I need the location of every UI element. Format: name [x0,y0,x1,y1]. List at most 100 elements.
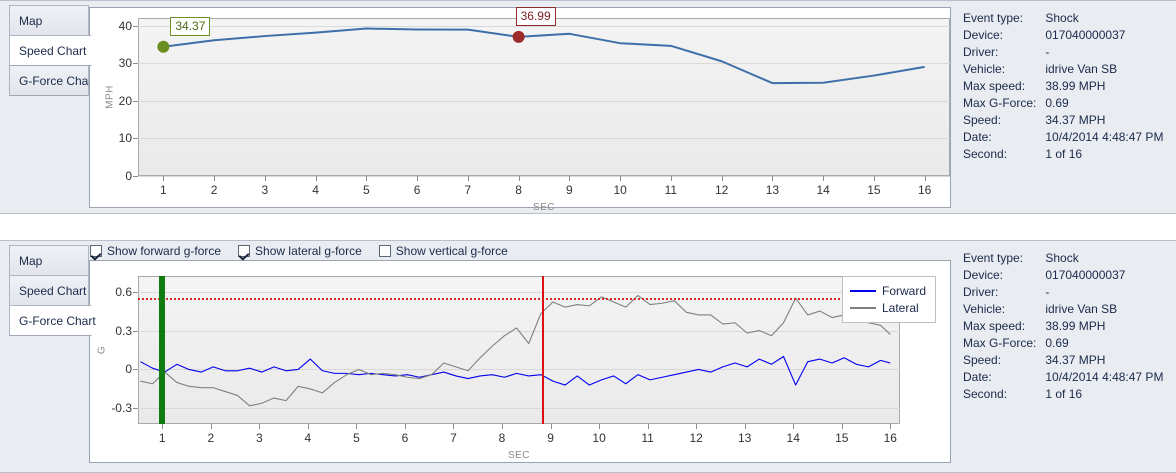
info-key: Second: [963,147,1008,161]
info-value: 1 of 16 [1045,147,1083,161]
info-value: idrive Van SB [1045,62,1118,76]
info-value: 0.69 [1045,96,1069,110]
tab-label: Speed Chart [19,44,87,58]
info-key: Device: [963,268,1004,282]
x-tick-label: 10 [613,183,627,197]
x-tick-mark [163,176,165,181]
series-layer [157,27,925,85]
sidebar-item-g-force-chart[interactable]: G-Force Chart [9,65,96,96]
info-value: Shock [1045,11,1079,25]
info-key: Driver: [963,285,999,299]
x-tick-label: 1 [160,183,167,197]
info-value: 38.99 MPH [1045,319,1106,333]
table-row: Date: 10/4/2014 4:48:47 PM [963,129,1163,146]
tabstrip-top: Map Speed Chart G-Force Chart [0,1,96,213]
info-key: Event type: [963,11,1024,25]
x-tick-mark [417,176,419,181]
marker-current-point[interactable] [512,30,525,43]
y-tick-mark [133,63,138,65]
info-key: Max speed: [963,79,1026,93]
x-tick-label: 10 [592,431,606,445]
table-row: Event type: Shock [963,10,1163,27]
x-tick-label: 16 [917,183,932,197]
legend-item-forward[interactable]: Forward [849,282,926,299]
table-row: Second: 1 of 16 [963,386,1163,403]
y-tick-label: 20 [118,93,132,108]
tab-label: Speed Chart [19,284,87,298]
info-key: Vehicle: [963,302,1006,316]
info-key: Device: [963,28,1004,42]
y-tick-mark [133,408,138,410]
x-tick-label: 14 [786,431,800,445]
speed-x-axis-title: SEC [532,202,556,213]
info-key: Speed: [963,353,1002,367]
table-row: Max speed: 38.99 MPH [963,318,1163,335]
sidebar-item-map[interactable]: Map [9,245,89,276]
x-tick-mark [404,424,406,429]
checkmark-icon [90,245,102,257]
x-tick-mark [210,424,212,429]
checkmark-icon [238,245,251,257]
legend-item-lateral[interactable]: Lateral [849,299,926,316]
y-tick-mark [133,138,138,140]
checkbox-show-forward-g-force[interactable]: Show forward g-force [90,244,221,258]
table-row: Max G-Force: 0.69 [963,95,1163,112]
info-key: Max speed: [963,319,1026,333]
sidebar-item-speed-chart[interactable]: Speed Chart [9,275,89,306]
table-row: Vehicle: idrive Van SB [963,61,1163,78]
x-tick-mark [744,424,746,429]
cursor-line-current[interactable] [542,276,545,424]
info-key: Max G-Force: [963,96,1037,110]
x-tick-mark [772,176,774,181]
speed-plot-area[interactable]: MPH SEC 0 10 20 30 40 1 2 3 4 5 6 7 8 9 10 11 12 13 14 15 16… [104,6,950,213]
x-tick-mark [518,176,520,181]
info-value: - [1045,45,1050,59]
info-key: Driver: [963,45,999,59]
info-value: 10/4/2014 4:48:47 PM [1045,370,1164,384]
checkbox-show-lateral-g-force[interactable]: Show lateral g-force [238,244,362,258]
info-value: 1 of 16 [1045,387,1083,401]
x-tick-label: 9 [547,431,554,445]
gridline [138,176,950,177]
gridline [138,63,950,65]
info-value: 017040000037 [1045,28,1126,42]
info-key: Speed: [963,113,1002,127]
table-row: Vehicle: idrive Van SB [963,301,1163,318]
sidebar-item-g-force-chart[interactable]: G-Force Chart [9,305,96,336]
info-key: Date: [963,130,992,144]
sidebar-item-map[interactable]: Map [9,5,89,36]
table-row: Driver: - [963,284,1163,301]
gridline [138,138,950,140]
x-tick-mark [214,176,216,181]
table-row: Speed: 34.37 MPH [963,352,1163,369]
y-tick-mark [133,176,138,177]
g-force-plot-area[interactable]: G SEC -0.3 0 0.3 0.6 1 2 3 4 5 6 7 8 9 10 11 12 13 14 15 16… [97,276,900,461]
marker-start-point[interactable] [157,40,170,53]
cursor-line-start[interactable] [159,276,166,424]
x-tick-label: 7 [450,431,457,445]
x-tick-label: 7 [464,183,472,197]
x-tick-mark [453,424,455,429]
x-tick-label: 4 [304,431,312,445]
x-tick-label: 14 [816,183,830,197]
series-line-speed-chart [163,27,925,85]
series-layer [140,294,891,407]
checkbox-show-vertical-g-force[interactable]: Show vertical g-force [378,244,508,258]
y-tick-label: 0 [125,169,132,183]
speed-chart-frame: MPH SEC 0 10 20 30 40 1 2 3 4 5 6 7 8 9 10 11 12 13 14 15 16… [89,6,951,213]
event-info-bottom: Event type: Shock Device: 017040000037 D… [951,241,1176,472]
info-value: Shock [1045,251,1079,265]
x-tick-label: 6 [413,183,421,197]
x-tick-label: 13 [738,431,752,445]
gridline [138,369,900,371]
x-tick-label: 8 [515,183,522,197]
x-tick-label: 3 [255,431,263,445]
gridline [138,25,950,27]
sidebar-item-speed-chart[interactable]: Speed Chart [9,35,92,66]
y-tick-mark [133,25,138,27]
y-tick-label: 0 [125,362,132,377]
x-tick-mark [569,176,571,181]
y-tick-label: 10 [118,131,132,146]
x-tick-label: 4 [312,183,319,197]
x-tick-mark [841,424,843,429]
